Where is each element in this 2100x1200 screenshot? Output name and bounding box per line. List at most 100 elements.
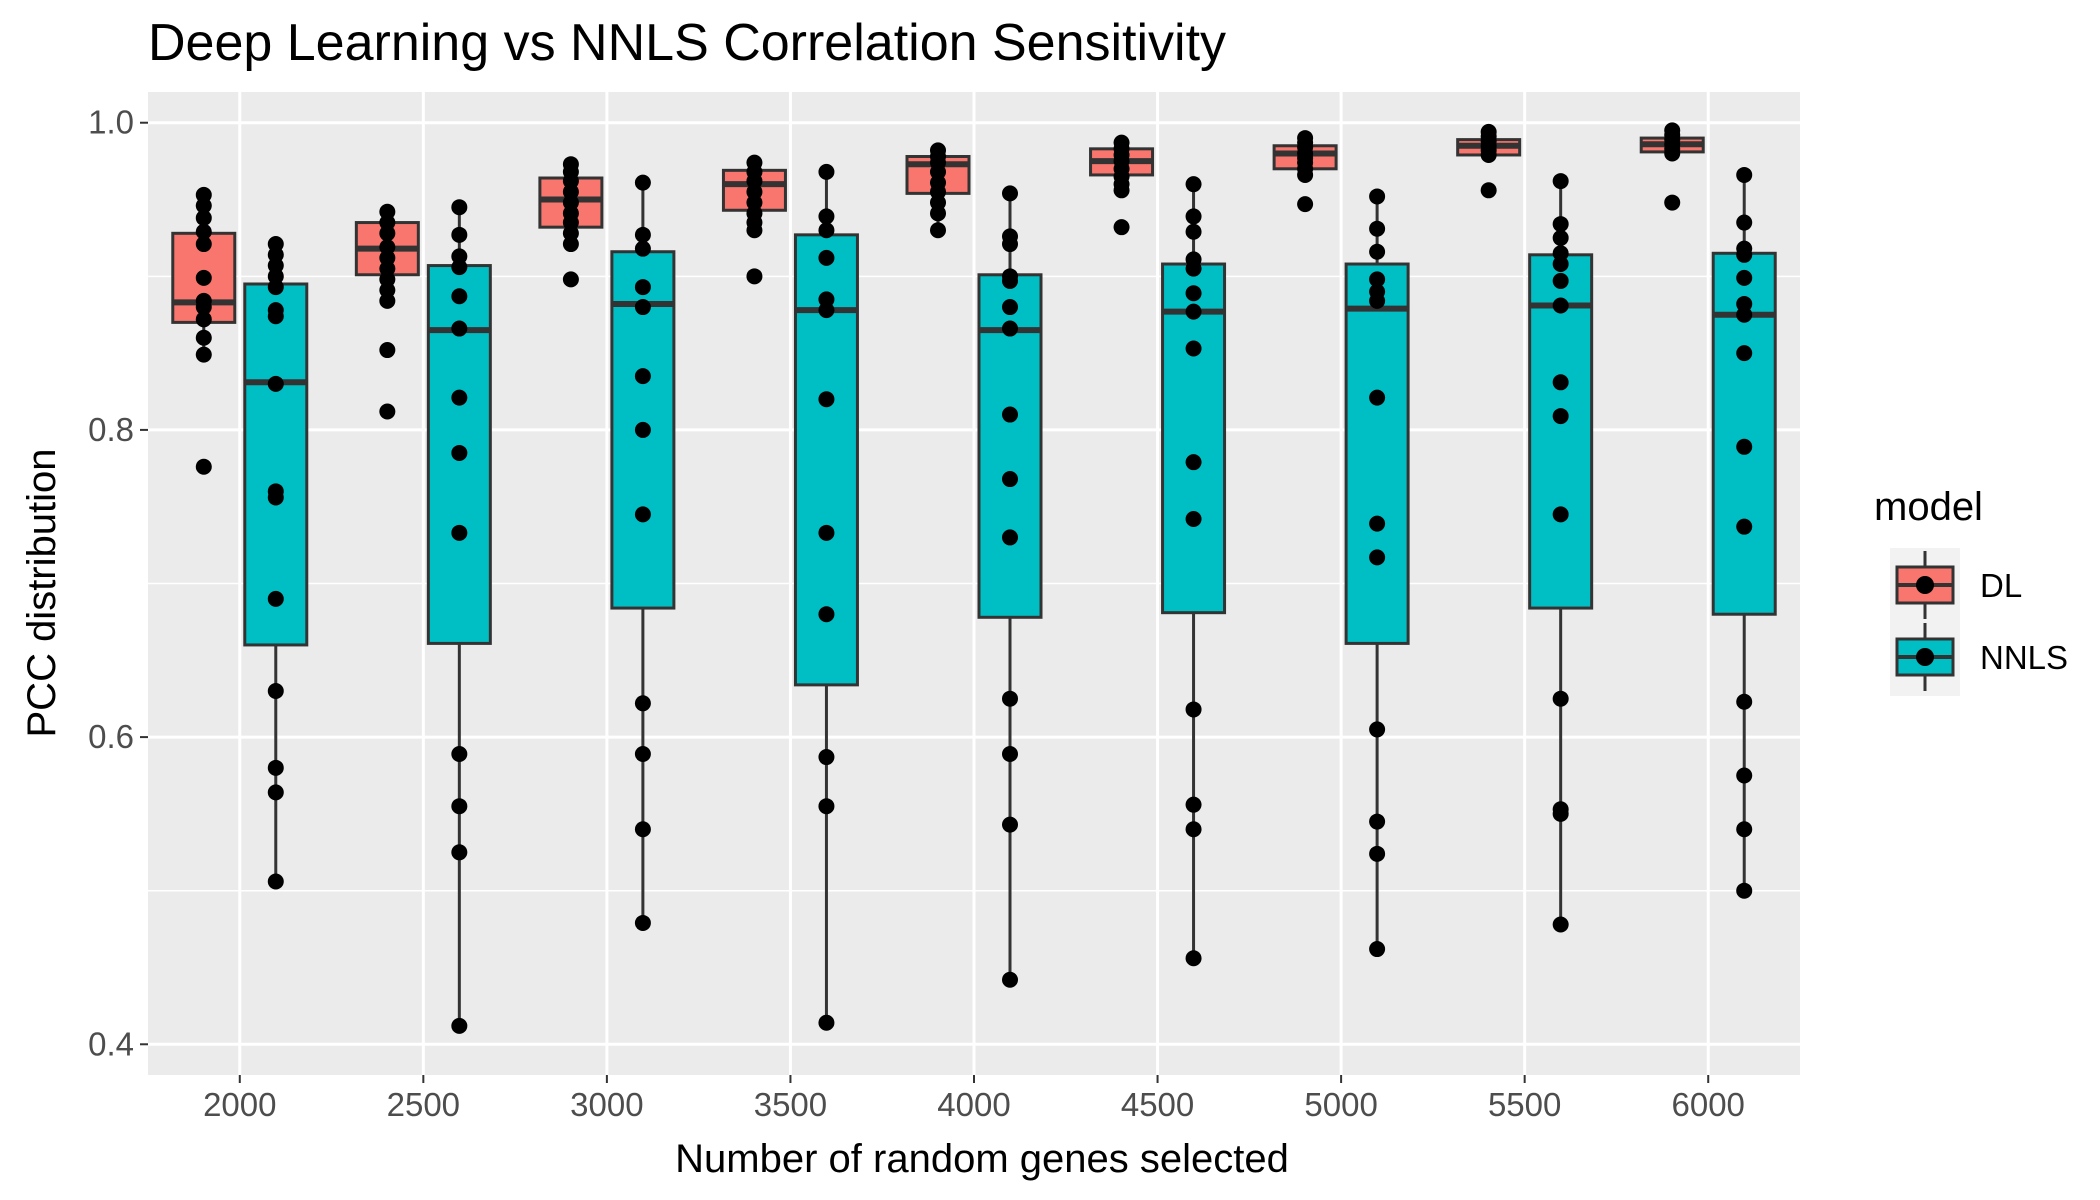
nnls-data-point: [1736, 693, 1753, 710]
nnls-data-point: [1552, 256, 1569, 273]
nnls-data-point: [267, 784, 284, 801]
dl-data-point: [562, 271, 579, 288]
dl-data-point: [195, 197, 212, 214]
nnls-data-point: [1552, 229, 1569, 246]
nnls-data-point: [1552, 506, 1569, 523]
y-tick-label: 0.4: [88, 1025, 134, 1062]
nnls-data-point: [818, 798, 835, 815]
x-tick-label: 4000: [937, 1086, 1010, 1123]
nnls-data-point: [267, 590, 284, 607]
nnls-data-point: [267, 489, 284, 506]
nnls-data-point: [1185, 950, 1202, 967]
nnls-data-point: [1369, 243, 1386, 260]
legend-label-dl: DL: [1980, 567, 2022, 604]
nnls-data-point: [1736, 518, 1753, 535]
nnls-data-point: [634, 240, 651, 257]
nnls-data-point: [1736, 214, 1753, 231]
nnls-data-point: [1552, 916, 1569, 933]
nnls-data-point: [634, 745, 651, 762]
chart-title: Deep Learning vs NNLS Correlation Sensit…: [148, 14, 1226, 72]
nnls-data-point: [818, 391, 835, 408]
nnls-data-point: [818, 208, 835, 225]
y-tick-label: 1.0: [88, 104, 134, 141]
dl-data-point: [1480, 146, 1497, 163]
x-tick-label: 3000: [570, 1086, 643, 1123]
nnls-data-point: [818, 249, 835, 266]
nnls-data-point: [1185, 510, 1202, 527]
nnls-data-point: [634, 506, 651, 523]
nnls-box: [243, 244, 309, 882]
legend-key-point: [1916, 648, 1934, 666]
dl-data-point: [379, 403, 396, 420]
nnls-data-point: [1002, 690, 1018, 707]
nnls-box-body: [1344, 262, 1410, 645]
legend-key-point: [1916, 576, 1934, 594]
nnls-data-point: [267, 759, 284, 776]
nnls-data-point: [1002, 406, 1018, 423]
nnls-box: [1528, 181, 1594, 925]
nnls-data-point: [634, 174, 651, 191]
nnls-data-point: [818, 163, 835, 180]
nnls-data-point: [267, 683, 284, 700]
nnls-data-point: [1185, 223, 1202, 240]
dl-data-point: [1113, 182, 1130, 199]
dl-data-point: [195, 299, 212, 316]
x-tick-label: 5000: [1304, 1086, 1377, 1123]
dl-data-point: [195, 329, 212, 346]
nnls-data-point: [1002, 971, 1018, 988]
point-layer: [195, 122, 1753, 1034]
y-tick-label: 0.6: [88, 718, 134, 755]
dl-data-point: [379, 225, 396, 242]
legend-item-dl: DL: [1895, 551, 2022, 619]
nnls-data-point: [451, 320, 468, 337]
nnls-data-point: [634, 421, 651, 438]
nnls-data-point: [1552, 216, 1569, 233]
nnls-data-point: [1002, 236, 1018, 253]
nnls-data-point: [1185, 454, 1202, 471]
nnls-box: [1344, 196, 1410, 950]
dl-data-point: [1297, 196, 1314, 213]
nnls-data-point: [1369, 389, 1386, 406]
nnls-data-point: [1185, 208, 1202, 225]
nnls-data-point: [1552, 408, 1569, 425]
y-tick-label: 0.8: [88, 411, 134, 448]
legend-title: model: [1874, 485, 1983, 529]
nnls-data-point: [1736, 882, 1753, 899]
dl-data-point: [562, 236, 579, 253]
dl-data-point: [1664, 194, 1681, 211]
dl-data-point: [746, 268, 763, 285]
nnls-data-point: [267, 873, 284, 890]
nnls-data-point: [1369, 292, 1386, 309]
nnls-data-point: [451, 444, 468, 461]
nnls-data-point: [1002, 529, 1018, 546]
nnls-data-point: [1369, 721, 1386, 738]
nnls-data-point: [634, 299, 651, 316]
nnls-data-point: [1185, 285, 1202, 302]
nnls-data-point: [1185, 340, 1202, 357]
dl-data-point: [1480, 182, 1497, 199]
nnls-data-point: [1002, 745, 1018, 762]
nnls-data-point: [818, 302, 835, 319]
legend-label-nnls: NNLS: [1980, 639, 2068, 676]
nnls-data-point: [1369, 188, 1386, 205]
nnls-data-point: [1185, 303, 1202, 320]
dl-data-point: [195, 346, 212, 363]
y-axis: 0.4 0.6 0.8 1.0: [88, 104, 148, 1062]
nnls-data-point: [818, 524, 835, 541]
dl-data-point: [195, 236, 212, 253]
nnls-data-point: [818, 606, 835, 623]
nnls-data-point: [1002, 471, 1018, 488]
nnls-data-point: [634, 821, 651, 838]
nnls-data-point: [818, 749, 835, 766]
nnls-data-point: [451, 259, 468, 276]
nnls-data-point: [1369, 271, 1386, 288]
nnls-data-point: [634, 914, 651, 931]
nnls-data-point: [451, 524, 468, 541]
nnls-data-point: [1736, 438, 1753, 455]
nnls-data-point: [1552, 690, 1569, 707]
nnls-data-point: [1002, 299, 1018, 316]
dl-data-point: [930, 205, 946, 222]
dl-data-point: [1113, 219, 1130, 236]
nnls-data-point: [634, 279, 651, 296]
dl-data-point: [195, 458, 212, 475]
